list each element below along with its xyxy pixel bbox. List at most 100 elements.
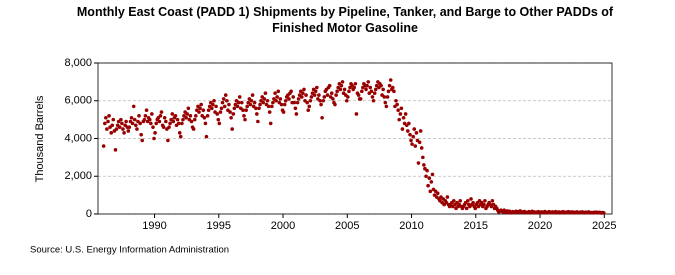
- data-point: [228, 110, 232, 114]
- data-point: [294, 112, 299, 116]
- data-point: [205, 114, 210, 118]
- data-point: [255, 112, 259, 116]
- data-point: [419, 146, 424, 150]
- data-point: [152, 136, 156, 141]
- data-point: [166, 138, 170, 143]
- data-point: [373, 87, 378, 92]
- data-point: [114, 127, 119, 131]
- x-tick-label: 2005: [335, 220, 359, 232]
- data-point: [329, 91, 334, 95]
- data-point: [271, 100, 275, 105]
- data-point: [399, 106, 404, 111]
- data-point: [270, 104, 274, 109]
- data-point: [147, 117, 152, 122]
- data-point: [383, 100, 388, 105]
- data-point: [124, 119, 128, 124]
- data-point: [105, 127, 109, 131]
- x-tick-label: 2015: [464, 220, 488, 232]
- data-point: [268, 121, 273, 126]
- y-tick-label: 4,000: [64, 132, 92, 144]
- data-point: [214, 104, 218, 109]
- x-tick-label: 1990: [142, 220, 166, 232]
- data-point: [110, 123, 115, 128]
- data-point: [210, 106, 214, 111]
- data-point: [458, 198, 463, 203]
- data-point: [120, 121, 124, 126]
- data-point: [390, 85, 395, 90]
- data-point: [410, 142, 414, 146]
- data-point: [321, 98, 326, 103]
- data-point: [140, 138, 145, 143]
- data-point: [417, 140, 422, 145]
- data-point: [193, 114, 198, 118]
- data-point: [175, 117, 180, 122]
- data-point: [167, 125, 171, 129]
- data-point: [407, 121, 411, 126]
- data-point: [221, 97, 226, 101]
- data-point: [103, 121, 107, 126]
- data-point: [180, 121, 184, 126]
- data-point: [266, 104, 271, 109]
- data-point: [212, 98, 216, 103]
- data-point: [222, 104, 227, 109]
- data-point: [304, 93, 308, 97]
- data-point: [347, 89, 351, 94]
- data-point: [127, 125, 132, 129]
- data-point: [204, 134, 209, 139]
- data-point: [464, 206, 469, 211]
- data-point: [372, 91, 377, 95]
- data-point: [132, 117, 137, 122]
- data-point: [388, 78, 393, 82]
- data-point: [107, 114, 111, 118]
- data-point: [466, 198, 470, 203]
- data-point: [206, 108, 211, 112]
- data-point: [335, 89, 339, 94]
- data-point: [244, 108, 248, 112]
- data-point: [317, 93, 321, 97]
- data-point: [358, 97, 363, 101]
- data-point: [422, 163, 426, 167]
- y-tick-label: 2,000: [64, 170, 92, 182]
- data-point: [211, 102, 215, 107]
- y-tick-label: 6,000: [64, 95, 92, 107]
- data-point: [397, 117, 402, 122]
- data-point: [201, 108, 206, 112]
- data-point: [130, 121, 135, 126]
- data-point: [313, 89, 318, 94]
- data-point: [219, 106, 224, 111]
- data-point: [452, 198, 456, 203]
- data-point: [291, 95, 295, 99]
- data-point: [416, 161, 421, 165]
- data-point: [225, 98, 229, 103]
- data-point: [315, 85, 319, 90]
- data-point: [138, 121, 142, 126]
- data-point: [111, 117, 116, 122]
- data-point: [188, 114, 193, 118]
- data-point: [203, 121, 208, 126]
- data-point: [403, 112, 408, 116]
- data-point: [250, 93, 255, 97]
- data-point: [483, 198, 487, 203]
- data-point: [236, 100, 241, 105]
- data-point: [339, 83, 344, 88]
- data-point: [278, 97, 283, 101]
- data-point: [490, 198, 495, 203]
- data-point: [418, 129, 423, 133]
- data-point: [289, 89, 293, 94]
- data-point: [424, 174, 428, 179]
- data-point: [346, 95, 350, 99]
- data-point: [261, 100, 266, 105]
- data-point: [215, 112, 220, 116]
- data-point: [231, 112, 236, 116]
- data-point: [334, 93, 338, 97]
- data-point: [199, 102, 203, 107]
- data-point: [101, 144, 106, 148]
- data-point: [133, 123, 138, 128]
- data-point: [168, 121, 172, 126]
- data-point: [283, 98, 288, 103]
- data-point: [265, 98, 270, 103]
- data-point: [121, 127, 125, 131]
- data-point: [252, 100, 257, 105]
- data-point: [392, 89, 396, 94]
- data-point: [218, 110, 223, 114]
